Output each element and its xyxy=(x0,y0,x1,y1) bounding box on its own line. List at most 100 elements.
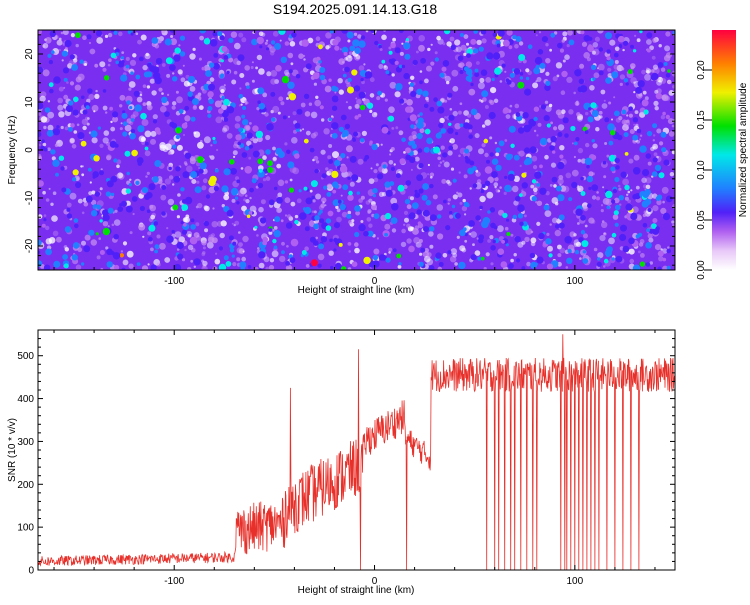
heatmap-blob xyxy=(331,122,339,130)
heatmap-speckle xyxy=(406,238,412,244)
heatmap-blob xyxy=(112,252,121,260)
heatmap-blob xyxy=(614,110,620,117)
heatmap-blob xyxy=(325,225,332,231)
heatmap-blob xyxy=(459,229,466,237)
heatmap-blob xyxy=(288,187,294,193)
heatmap-blob xyxy=(591,110,599,117)
heatmap-blob xyxy=(527,89,531,94)
heatmap-speckle xyxy=(144,150,151,157)
heatmap-speckle xyxy=(47,100,51,103)
heatmap-speckle xyxy=(592,143,598,149)
heatmap-speckle xyxy=(660,115,666,120)
heatmap-blob xyxy=(302,207,307,211)
heatmap-speckle xyxy=(286,214,292,219)
heatmap-speckle xyxy=(550,162,557,168)
heatmap-blob xyxy=(401,137,406,143)
heatmap-blob xyxy=(287,161,295,169)
heatmap-speckle xyxy=(442,160,445,163)
heatmap-speckle xyxy=(141,119,149,126)
heatmap-blob xyxy=(582,250,587,254)
heatmap-blob xyxy=(318,44,323,50)
heatmap-blob xyxy=(133,90,140,97)
heatmap-speckle xyxy=(638,250,641,254)
heatmap-speckle xyxy=(370,167,373,170)
heatmap-speckle xyxy=(601,103,608,109)
heatmap-blob xyxy=(184,105,190,111)
heatmap-speckle xyxy=(576,115,583,122)
heatmap-speckle xyxy=(368,198,373,203)
heatmap-blob xyxy=(635,234,640,239)
heatmap-blob xyxy=(231,254,235,258)
heatmap-speckle xyxy=(390,147,395,151)
heatmap-speckle xyxy=(652,205,659,212)
heatmap-speckle xyxy=(166,227,169,230)
heatmap-blob xyxy=(246,85,250,89)
heatmap-speckle xyxy=(114,209,118,213)
heatmap-blob xyxy=(642,169,650,177)
heatmap-blob xyxy=(43,264,51,270)
heatmap-blob xyxy=(296,128,300,133)
heatmap-speckle xyxy=(388,160,394,165)
heatmap-speckle xyxy=(167,151,172,155)
heatmap-blob xyxy=(508,125,516,133)
heatmap-blob xyxy=(338,242,343,247)
heatmap-blob xyxy=(509,72,515,78)
heatmap-speckle xyxy=(554,229,561,237)
heatmap-blob xyxy=(611,257,615,261)
heatmap-speckle xyxy=(450,167,455,171)
heatmap-speckle xyxy=(149,78,155,84)
heatmap-speckle xyxy=(147,263,150,266)
heatmap-blob xyxy=(347,242,352,246)
heatmap-speckle xyxy=(47,147,51,151)
heatmap-speckle xyxy=(90,239,98,246)
heatmap-blob xyxy=(464,66,469,72)
heatmap-blob xyxy=(265,47,270,51)
heatmap-speckle xyxy=(571,249,575,254)
heatmap-blob xyxy=(68,100,74,106)
heatmap-speckle xyxy=(438,164,441,168)
heatmap-speckle xyxy=(284,69,290,76)
heatmap-blob xyxy=(423,146,430,153)
heatmap-xtick-label: -100 xyxy=(164,276,184,287)
heatmap-speckle xyxy=(272,105,280,113)
heatmap-blob xyxy=(199,162,207,170)
heatmap-blob xyxy=(436,100,443,107)
heatmap-blob xyxy=(556,185,562,192)
heatmap-blob xyxy=(358,223,366,232)
heatmap-speckle xyxy=(198,57,202,61)
heatmap-blob xyxy=(637,80,645,88)
heatmap-blob xyxy=(645,153,652,159)
heatmap-blob xyxy=(630,44,634,49)
heatmap-speckle xyxy=(664,55,671,62)
heatmap-blob xyxy=(173,54,181,62)
heatmap-blob xyxy=(492,52,501,60)
heatmap-blob xyxy=(152,119,158,124)
heatmap-blob xyxy=(672,30,675,35)
heatmap-blob xyxy=(409,114,417,122)
heatmap-speckle xyxy=(110,126,116,132)
heatmap-speckle xyxy=(485,77,492,83)
heatmap-blob xyxy=(536,183,541,187)
heatmap-speckle xyxy=(270,109,274,114)
heatmap-blob xyxy=(470,254,477,261)
heatmap-speckle xyxy=(58,48,61,52)
heatmap-speckle xyxy=(257,247,260,250)
heatmap-blob xyxy=(52,128,61,136)
heatmap-speckle xyxy=(291,137,298,144)
heatmap-speckle xyxy=(437,38,444,45)
heatmap-speckle xyxy=(84,234,91,241)
heatmap-blob xyxy=(213,53,219,58)
heatmap-speckle xyxy=(427,163,430,167)
heatmap-speckle xyxy=(176,248,180,251)
heatmap-speckle xyxy=(345,101,348,104)
heatmap-speckle xyxy=(622,48,625,52)
heatmap-blob xyxy=(665,195,673,203)
heatmap-blob xyxy=(605,77,612,84)
heatmap-speckle xyxy=(77,198,83,204)
heatmap-speckle xyxy=(81,211,85,215)
heatmap-blob xyxy=(434,57,439,62)
heatmap-blob xyxy=(38,30,42,36)
heatmap-blob xyxy=(369,140,373,144)
heatmap-speckle xyxy=(525,68,530,73)
heatmap-blob xyxy=(305,197,313,205)
